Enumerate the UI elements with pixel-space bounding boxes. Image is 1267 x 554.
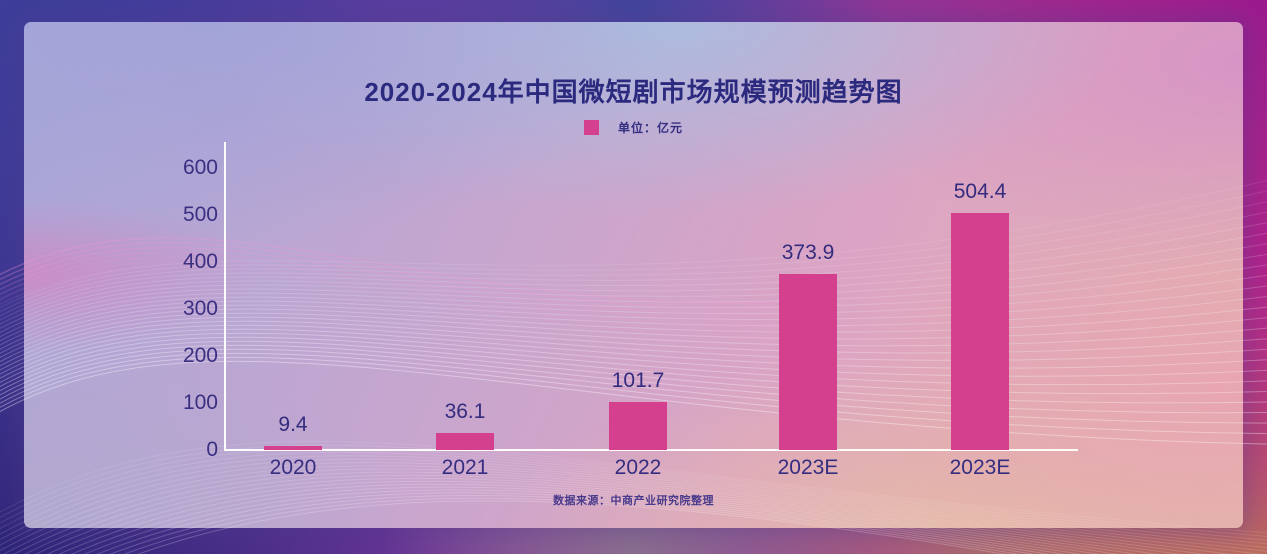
bar-value-label: 36.1 <box>444 400 486 424</box>
x-axis-category-label: 2020 <box>269 456 317 479</box>
y-tick-label: 500 <box>182 203 218 226</box>
legend-swatch-icon <box>583 120 599 135</box>
chart-title: 2020-2024年中国微短剧市场规模预测趋势图 <box>364 77 903 107</box>
y-tick-label: 400 <box>182 250 218 273</box>
bar <box>264 445 322 450</box>
bar-value-label: 101.7 <box>611 369 665 393</box>
y-axis-line <box>224 142 226 451</box>
bar <box>779 274 837 450</box>
y-tick-label: 600 <box>182 156 218 179</box>
y-tick-label: 0 <box>206 438 218 461</box>
source-note: 数据来源：中商产业研究院整理 <box>553 495 714 507</box>
legend-label: 单位：亿元 <box>617 121 683 135</box>
bar <box>951 212 1009 450</box>
y-tick-label: 200 <box>182 344 218 367</box>
x-axis-category-label: 2023E <box>777 456 839 479</box>
bar <box>436 433 494 450</box>
y-tick-label: 300 <box>182 297 218 320</box>
bar-value-label: 373.9 <box>781 241 835 265</box>
x-axis-line <box>224 449 1078 451</box>
x-axis-category-label: 2023E <box>949 456 1011 479</box>
y-tick-label: 100 <box>182 391 218 414</box>
bar <box>609 402 667 450</box>
x-axis-category-label: 2022 <box>614 456 662 479</box>
bar-value-label: 9.4 <box>278 412 308 436</box>
x-axis-category-label: 2021 <box>441 456 489 479</box>
legend: 单位：亿元 <box>0 119 1267 136</box>
bar-value-label: 504.4 <box>953 179 1007 203</box>
